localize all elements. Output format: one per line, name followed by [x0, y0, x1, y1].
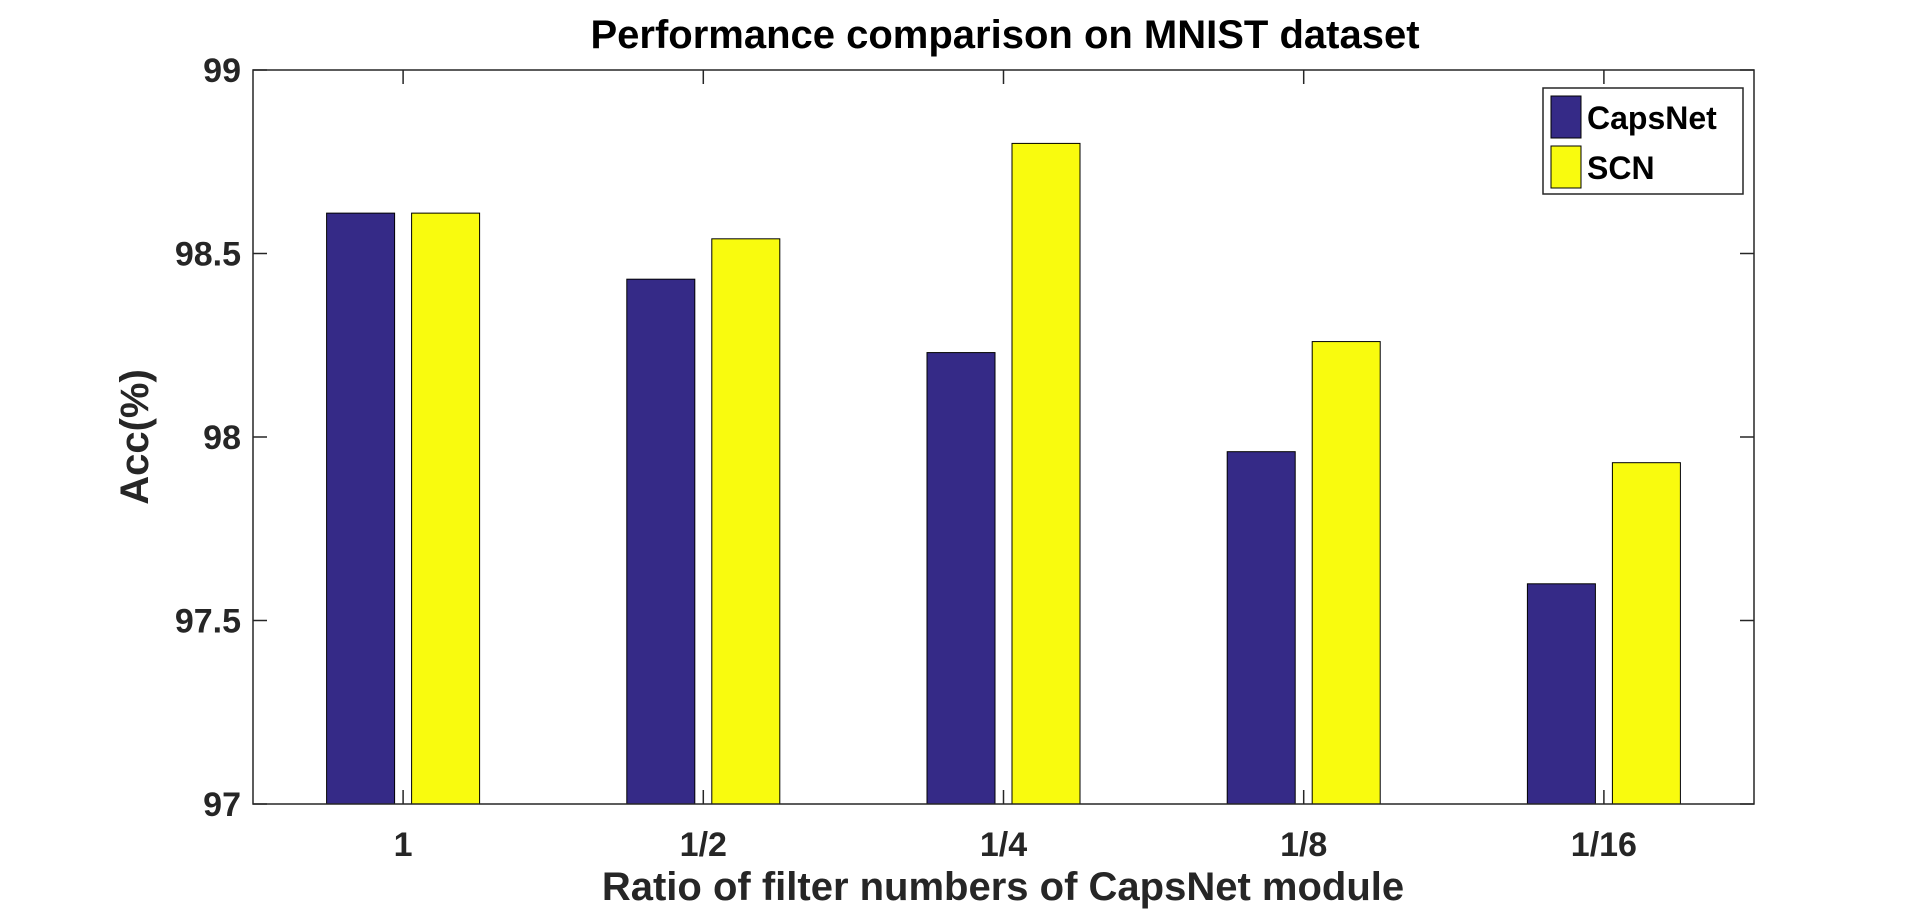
bar-capsnet-1: [326, 212, 396, 805]
x-tick-label: 1: [394, 826, 413, 864]
bar-capsnet-4: [1226, 451, 1296, 805]
bar-scn-1: [411, 212, 481, 805]
x-tick-label: 1/2: [680, 826, 727, 864]
ticks-layer: 1 1/2 1/4 1/8 1/16 97 97.5 98 98.5 99: [175, 52, 1754, 864]
x-axis-label: Ratio of filter numbers of CapsNet modul…: [602, 865, 1404, 909]
legend-label-scn: SCN: [1587, 150, 1655, 186]
y-axis-label: Acc(%): [113, 369, 157, 505]
legend-label-capsnet: CapsNet: [1587, 100, 1717, 136]
bar-scn-2: [711, 238, 781, 805]
legend: CapsNet SCN: [1542, 87, 1744, 195]
bar-scn-4: [1311, 341, 1381, 805]
bar-capsnet-5: [1526, 583, 1596, 805]
legend-swatch-capsnet: [1550, 95, 1582, 139]
bar-capsnet-3: [926, 352, 996, 805]
x-tick-label: 1/4: [980, 826, 1027, 864]
legend-swatch-scn: [1550, 145, 1582, 189]
bar-scn-5: [1611, 462, 1681, 805]
x-tick-label: 1/8: [1280, 826, 1327, 864]
x-tick-label: 1/16: [1571, 826, 1637, 864]
bar-scn-3: [1011, 142, 1081, 805]
chart-title: Performance comparison on MNIST dataset: [590, 13, 1419, 57]
y-tick-label: 98.5: [175, 236, 241, 274]
bar-capsnet-2: [626, 278, 696, 805]
bars-layer: [326, 142, 1681, 805]
y-tick-label: 98: [203, 419, 241, 457]
y-tick-label: 99: [203, 52, 241, 90]
y-tick-label: 97.5: [175, 603, 241, 641]
y-tick-label: 97: [203, 786, 241, 824]
